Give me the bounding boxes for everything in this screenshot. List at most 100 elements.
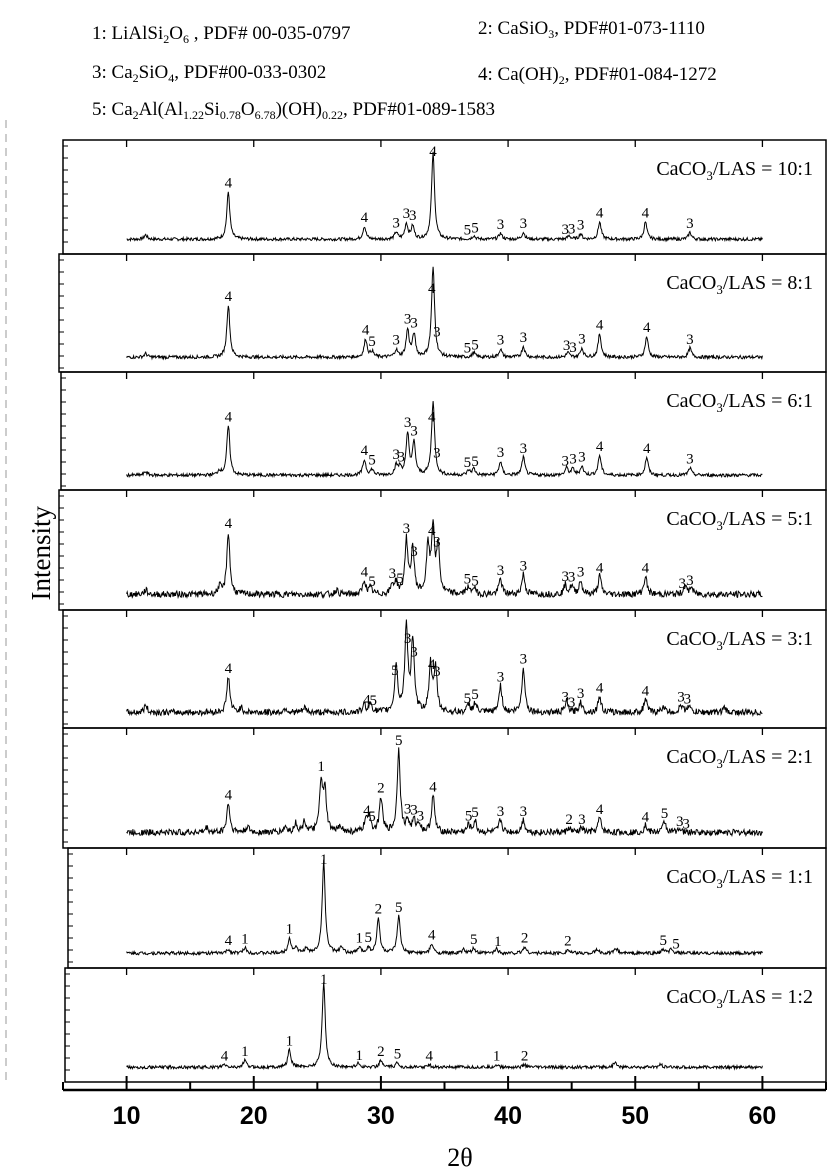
legend-number: 4 xyxy=(478,64,488,85)
panel-ratio-part: /LAS = 1:1 xyxy=(723,866,813,888)
peak-label: 5 xyxy=(464,691,472,707)
peak-label: 3 xyxy=(686,216,694,232)
peak-label: 3 xyxy=(433,325,441,341)
peak-label: 4 xyxy=(596,206,604,222)
peak-label: 3 xyxy=(686,573,694,589)
panel-ratio-part: /LAS = 10:1 xyxy=(713,158,813,180)
peak-label: 3 xyxy=(497,445,505,461)
peak-label: 3 xyxy=(398,449,406,465)
panel-ratio-part: CaCO xyxy=(666,508,716,530)
peak-label: 3 xyxy=(577,686,585,702)
peak-label: 2 xyxy=(521,1048,529,1064)
peak-label: 4 xyxy=(642,206,650,222)
legend-number: 3 xyxy=(92,62,102,83)
peak-label: 3 xyxy=(676,814,684,830)
peak-label: 3 xyxy=(568,222,576,238)
peak-label: 3 xyxy=(410,803,418,819)
legend-formula-part: Si xyxy=(203,99,220,120)
peak-label: 5 xyxy=(394,1047,402,1063)
x-tick-label: 30 xyxy=(367,1102,395,1130)
peak-label: 4 xyxy=(425,1048,433,1064)
peak-label: 2 xyxy=(377,1044,385,1060)
legend-entry-3: 3: Ca2SiO4, PDF#00-033-0302 xyxy=(92,62,327,85)
peak-label: 1 xyxy=(286,1034,294,1050)
peak-label: 4 xyxy=(429,144,437,160)
peak-label: 5 xyxy=(659,933,667,949)
panel-ratio-part: 3 xyxy=(716,638,723,653)
peak-label: 3 xyxy=(577,218,585,234)
peak-label: 5 xyxy=(391,663,399,679)
peak-label: 3 xyxy=(520,804,528,820)
legend-formula-part: 2 xyxy=(132,108,139,122)
peak-label: 4 xyxy=(225,933,233,949)
panel-ratio-part: CaCO xyxy=(666,272,716,294)
peak-label: 4 xyxy=(361,210,369,226)
peak-label: 3 xyxy=(686,452,694,468)
legend-formula-part: Ca xyxy=(111,99,133,120)
series-trace xyxy=(126,519,763,600)
peak-label: 3 xyxy=(433,534,441,550)
peak-label: 1 xyxy=(241,1044,249,1060)
legend-entry-2: 2: CaSiO3, PDF#01-073-1110 xyxy=(478,18,705,41)
legend-pdf: , PDF#00-033-0302 xyxy=(174,62,327,83)
legend-formula-part: 0.22 xyxy=(322,108,343,122)
peak-label: 5 xyxy=(368,334,376,350)
peak-label: 2 xyxy=(521,930,529,946)
series-trace xyxy=(126,401,763,479)
peak-label: 2 xyxy=(564,933,572,949)
peak-label: 3 xyxy=(410,424,418,440)
legend-formula-part: CaSiO xyxy=(497,18,549,39)
legend-formula-part: 2 xyxy=(132,71,139,85)
series-trace xyxy=(126,266,763,361)
panel-ratio-part: /LAS = 2:1 xyxy=(723,746,813,768)
peak-label: 3 xyxy=(497,669,505,685)
peak-label: 4 xyxy=(642,809,650,825)
series-trace xyxy=(126,747,763,837)
legend-formula-part: Al(Al xyxy=(138,99,183,120)
peak-label: 5 xyxy=(464,222,472,238)
peak-label: 5 xyxy=(471,454,479,470)
peak-label: 4 xyxy=(428,928,436,944)
peak-label: 3 xyxy=(404,312,412,328)
legend-formula-part: 4 xyxy=(168,71,175,85)
peak-label: 3 xyxy=(568,569,576,585)
peak-label: 3 xyxy=(404,415,412,431)
legend-pdf: , PDF#01-084-1272 xyxy=(564,64,717,85)
panel-ratio-label: CaCO3/LAS = 6:1 xyxy=(666,390,813,415)
peak-label: 3 xyxy=(569,452,577,468)
x-tick-label: 60 xyxy=(749,1102,777,1130)
series-trace xyxy=(126,982,763,1071)
peak-label: 5 xyxy=(464,455,472,471)
peak-label: 3 xyxy=(578,332,586,348)
x-axis-label: 2θ xyxy=(447,1143,472,1172)
panel-ratio-label: CaCO3/LAS = 8:1 xyxy=(666,272,813,297)
peak-label: 3 xyxy=(497,804,505,820)
peak-label: 3 xyxy=(679,576,687,592)
peak-label: 3 xyxy=(520,330,528,346)
legend-formula-part: SiO xyxy=(138,62,169,83)
panel-ratio-part: 3 xyxy=(716,518,723,533)
peak-label: 3 xyxy=(520,652,528,668)
peak-label: 3 xyxy=(392,447,400,463)
legend-formula-part: Ca xyxy=(111,62,133,83)
peak-label: 3 xyxy=(410,544,418,560)
peak-label: 5 xyxy=(368,452,376,468)
peak-label: 3 xyxy=(497,333,505,349)
peak-label: 5 xyxy=(471,573,479,589)
panel-ratio-part: CaCO xyxy=(656,158,706,180)
peak-label: 1 xyxy=(241,931,249,947)
peak-label: 4 xyxy=(643,320,651,336)
peak-label: 4 xyxy=(361,564,369,580)
peak-label: 3 xyxy=(520,441,528,457)
legend-formula-part: 1.22 xyxy=(182,108,204,122)
peak-label: 3 xyxy=(562,569,570,585)
series-trace xyxy=(126,151,763,243)
peak-label: 3 xyxy=(568,695,576,711)
peak-label: 4 xyxy=(643,441,651,457)
peak-label: 4 xyxy=(642,560,650,576)
peak-label: 5 xyxy=(661,806,669,822)
peak-label: 4 xyxy=(363,803,371,819)
x-tick-label: 40 xyxy=(494,1102,522,1130)
peak-label: 5 xyxy=(364,930,372,946)
